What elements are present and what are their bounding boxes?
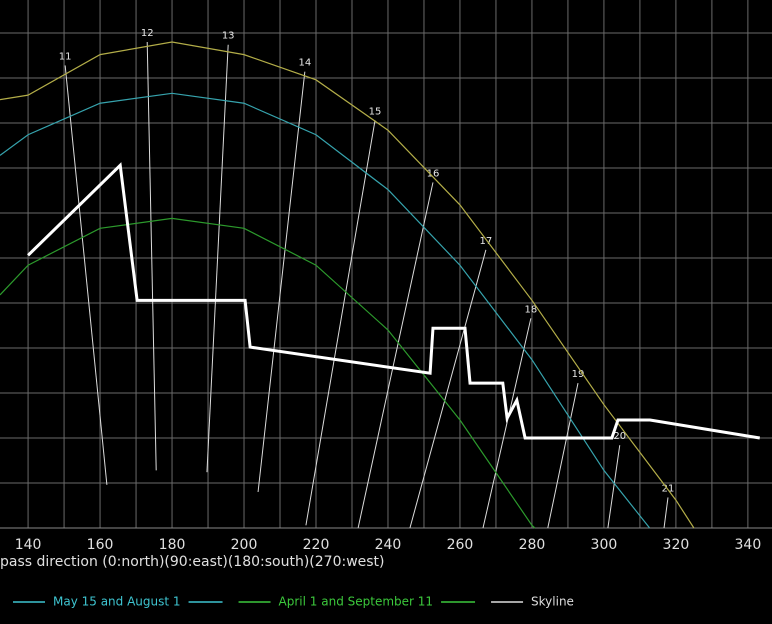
hour-line	[206, 44, 229, 473]
series-line	[0, 41, 695, 529]
hour-label: 12	[141, 28, 154, 39]
legend-label: May 15 and August 1	[53, 595, 181, 609]
hour-label: 13	[222, 31, 235, 42]
x-tick-label: 320	[663, 537, 690, 553]
hour-label: 15	[369, 106, 382, 117]
hour-line	[607, 445, 621, 529]
x-tick-label: 300	[591, 537, 618, 553]
hour-label: 11	[59, 51, 72, 62]
x-tick-label: 160	[87, 537, 114, 553]
hour-label: 19	[572, 369, 585, 380]
hour-label: 18	[524, 304, 537, 315]
hour-label: 14	[298, 58, 311, 69]
hour-line	[146, 42, 157, 471]
hour-label: 16	[427, 168, 440, 179]
x-tick-label: 260	[447, 537, 474, 553]
x-tick-label: 340	[735, 537, 762, 553]
hour-line	[482, 318, 532, 529]
x-tick-label: 280	[519, 537, 546, 553]
legend-label: Skyline	[531, 595, 574, 609]
series-line	[0, 217, 536, 529]
hour-line	[547, 383, 579, 529]
x-tick-label: 240	[375, 537, 402, 553]
x-tick-label: 180	[159, 537, 186, 553]
hour-line	[257, 71, 306, 493]
series-line	[0, 92, 651, 529]
x-tick-label: 140	[15, 537, 42, 553]
hour-label: 17	[480, 236, 493, 247]
x-tick-label: 200	[231, 537, 258, 553]
hour-line	[409, 249, 487, 529]
hour-line	[663, 497, 669, 529]
hour-label: 20	[613, 431, 626, 442]
series-line	[27, 162, 761, 440]
hour-line	[305, 120, 376, 526]
x-axis-label: pass direction (0:north)(90:east)(180:so…	[0, 554, 385, 570]
hour-line	[64, 65, 108, 485]
legend-label: April 1 and September 11	[279, 595, 434, 609]
hour-line	[357, 182, 434, 529]
x-tick-label: 220	[303, 537, 330, 553]
